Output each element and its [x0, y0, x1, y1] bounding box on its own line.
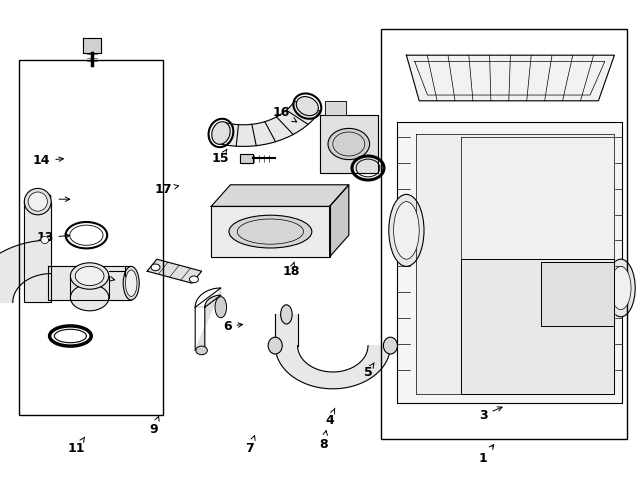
Text: 16: 16 — [273, 106, 297, 122]
Ellipse shape — [70, 284, 109, 311]
Polygon shape — [320, 115, 378, 173]
Text: 11: 11 — [68, 437, 86, 456]
Ellipse shape — [229, 215, 312, 248]
Polygon shape — [211, 185, 349, 206]
Ellipse shape — [151, 264, 160, 271]
Polygon shape — [147, 259, 202, 283]
Ellipse shape — [70, 263, 109, 289]
Polygon shape — [195, 288, 221, 350]
Ellipse shape — [296, 96, 318, 116]
Ellipse shape — [215, 297, 227, 318]
Bar — [381, 29, 627, 439]
Ellipse shape — [76, 266, 104, 286]
Text: 1: 1 — [479, 444, 493, 465]
Ellipse shape — [212, 121, 230, 144]
Ellipse shape — [123, 266, 140, 300]
Ellipse shape — [125, 270, 137, 296]
Polygon shape — [216, 101, 320, 146]
Text: 9: 9 — [149, 417, 159, 436]
Text: 3: 3 — [479, 407, 502, 422]
Ellipse shape — [24, 189, 51, 215]
Ellipse shape — [280, 305, 292, 324]
Ellipse shape — [611, 266, 631, 310]
Polygon shape — [24, 202, 51, 302]
Ellipse shape — [196, 346, 207, 355]
Polygon shape — [48, 266, 131, 300]
Polygon shape — [416, 134, 614, 394]
Ellipse shape — [189, 276, 198, 283]
Ellipse shape — [28, 192, 47, 211]
Text: 14: 14 — [33, 154, 63, 168]
Ellipse shape — [328, 128, 370, 159]
Text: 17: 17 — [154, 183, 179, 196]
Polygon shape — [461, 259, 614, 394]
Text: 6: 6 — [223, 320, 243, 333]
Ellipse shape — [607, 259, 635, 317]
Polygon shape — [461, 137, 614, 259]
Ellipse shape — [268, 337, 282, 354]
Text: 7: 7 — [245, 436, 255, 456]
Polygon shape — [325, 101, 346, 115]
Text: 5: 5 — [364, 363, 374, 379]
Text: 18: 18 — [282, 262, 300, 278]
Polygon shape — [406, 55, 614, 101]
Polygon shape — [0, 240, 51, 302]
Ellipse shape — [394, 202, 419, 259]
Polygon shape — [330, 185, 349, 257]
Ellipse shape — [383, 337, 397, 354]
Text: 12: 12 — [36, 192, 70, 206]
Text: 2: 2 — [576, 296, 596, 312]
Polygon shape — [240, 154, 253, 163]
Ellipse shape — [41, 236, 49, 244]
Text: 10: 10 — [90, 269, 115, 283]
Polygon shape — [397, 122, 622, 403]
Ellipse shape — [388, 194, 424, 266]
Bar — [19, 60, 163, 415]
Text: 8: 8 — [319, 431, 328, 451]
Polygon shape — [541, 262, 614, 326]
Polygon shape — [275, 314, 298, 346]
Polygon shape — [275, 346, 390, 389]
Polygon shape — [211, 206, 330, 257]
Text: 13: 13 — [36, 231, 70, 244]
Text: 4: 4 — [325, 408, 335, 427]
Text: 15: 15 — [212, 149, 230, 165]
Polygon shape — [83, 38, 101, 53]
